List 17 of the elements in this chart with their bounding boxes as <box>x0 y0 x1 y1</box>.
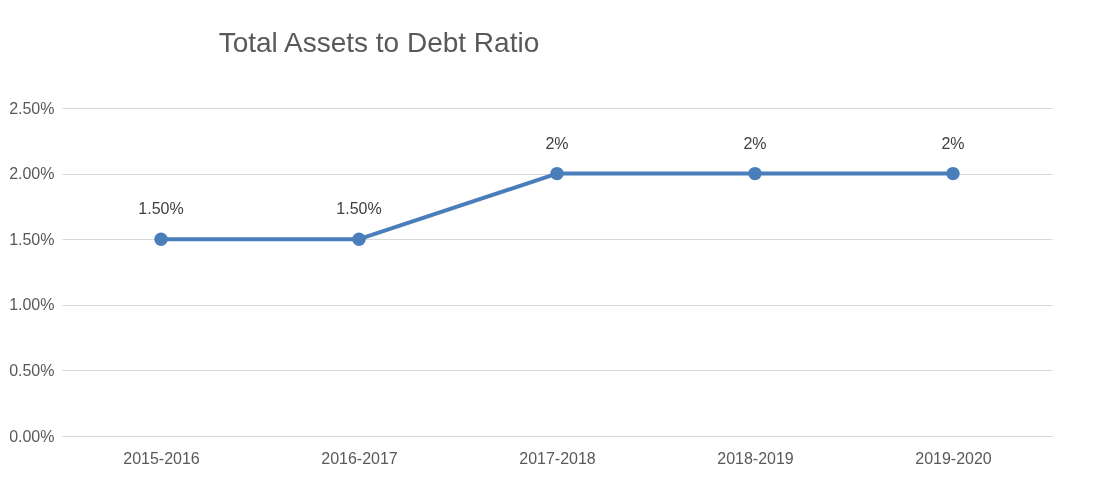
data-label: 1.50% <box>138 200 184 218</box>
x-tick-label: 2016-2017 <box>321 449 398 467</box>
x-tick-label: 2018-2019 <box>717 449 794 467</box>
data-label: 2% <box>743 134 767 152</box>
y-tick-label: 1.00% <box>9 296 55 314</box>
x-tick-label: 2017-2018 <box>519 449 596 467</box>
x-tick-label: 2019-2020 <box>915 449 992 467</box>
y-tick-label: 1.50% <box>9 230 55 248</box>
data-label: 2% <box>545 134 569 152</box>
chart-title: Total Assets to Debt Ratio <box>218 27 540 58</box>
y-tick-label: 2.00% <box>9 165 55 183</box>
data-label: 1.50% <box>336 200 382 218</box>
y-tick-label: 0.50% <box>9 361 55 379</box>
data-label: 2% <box>941 134 965 152</box>
y-tick-label: 0.00% <box>9 427 55 445</box>
x-tick-label: 2015-2016 <box>123 449 200 467</box>
y-tick-label: 2.50% <box>9 99 55 117</box>
